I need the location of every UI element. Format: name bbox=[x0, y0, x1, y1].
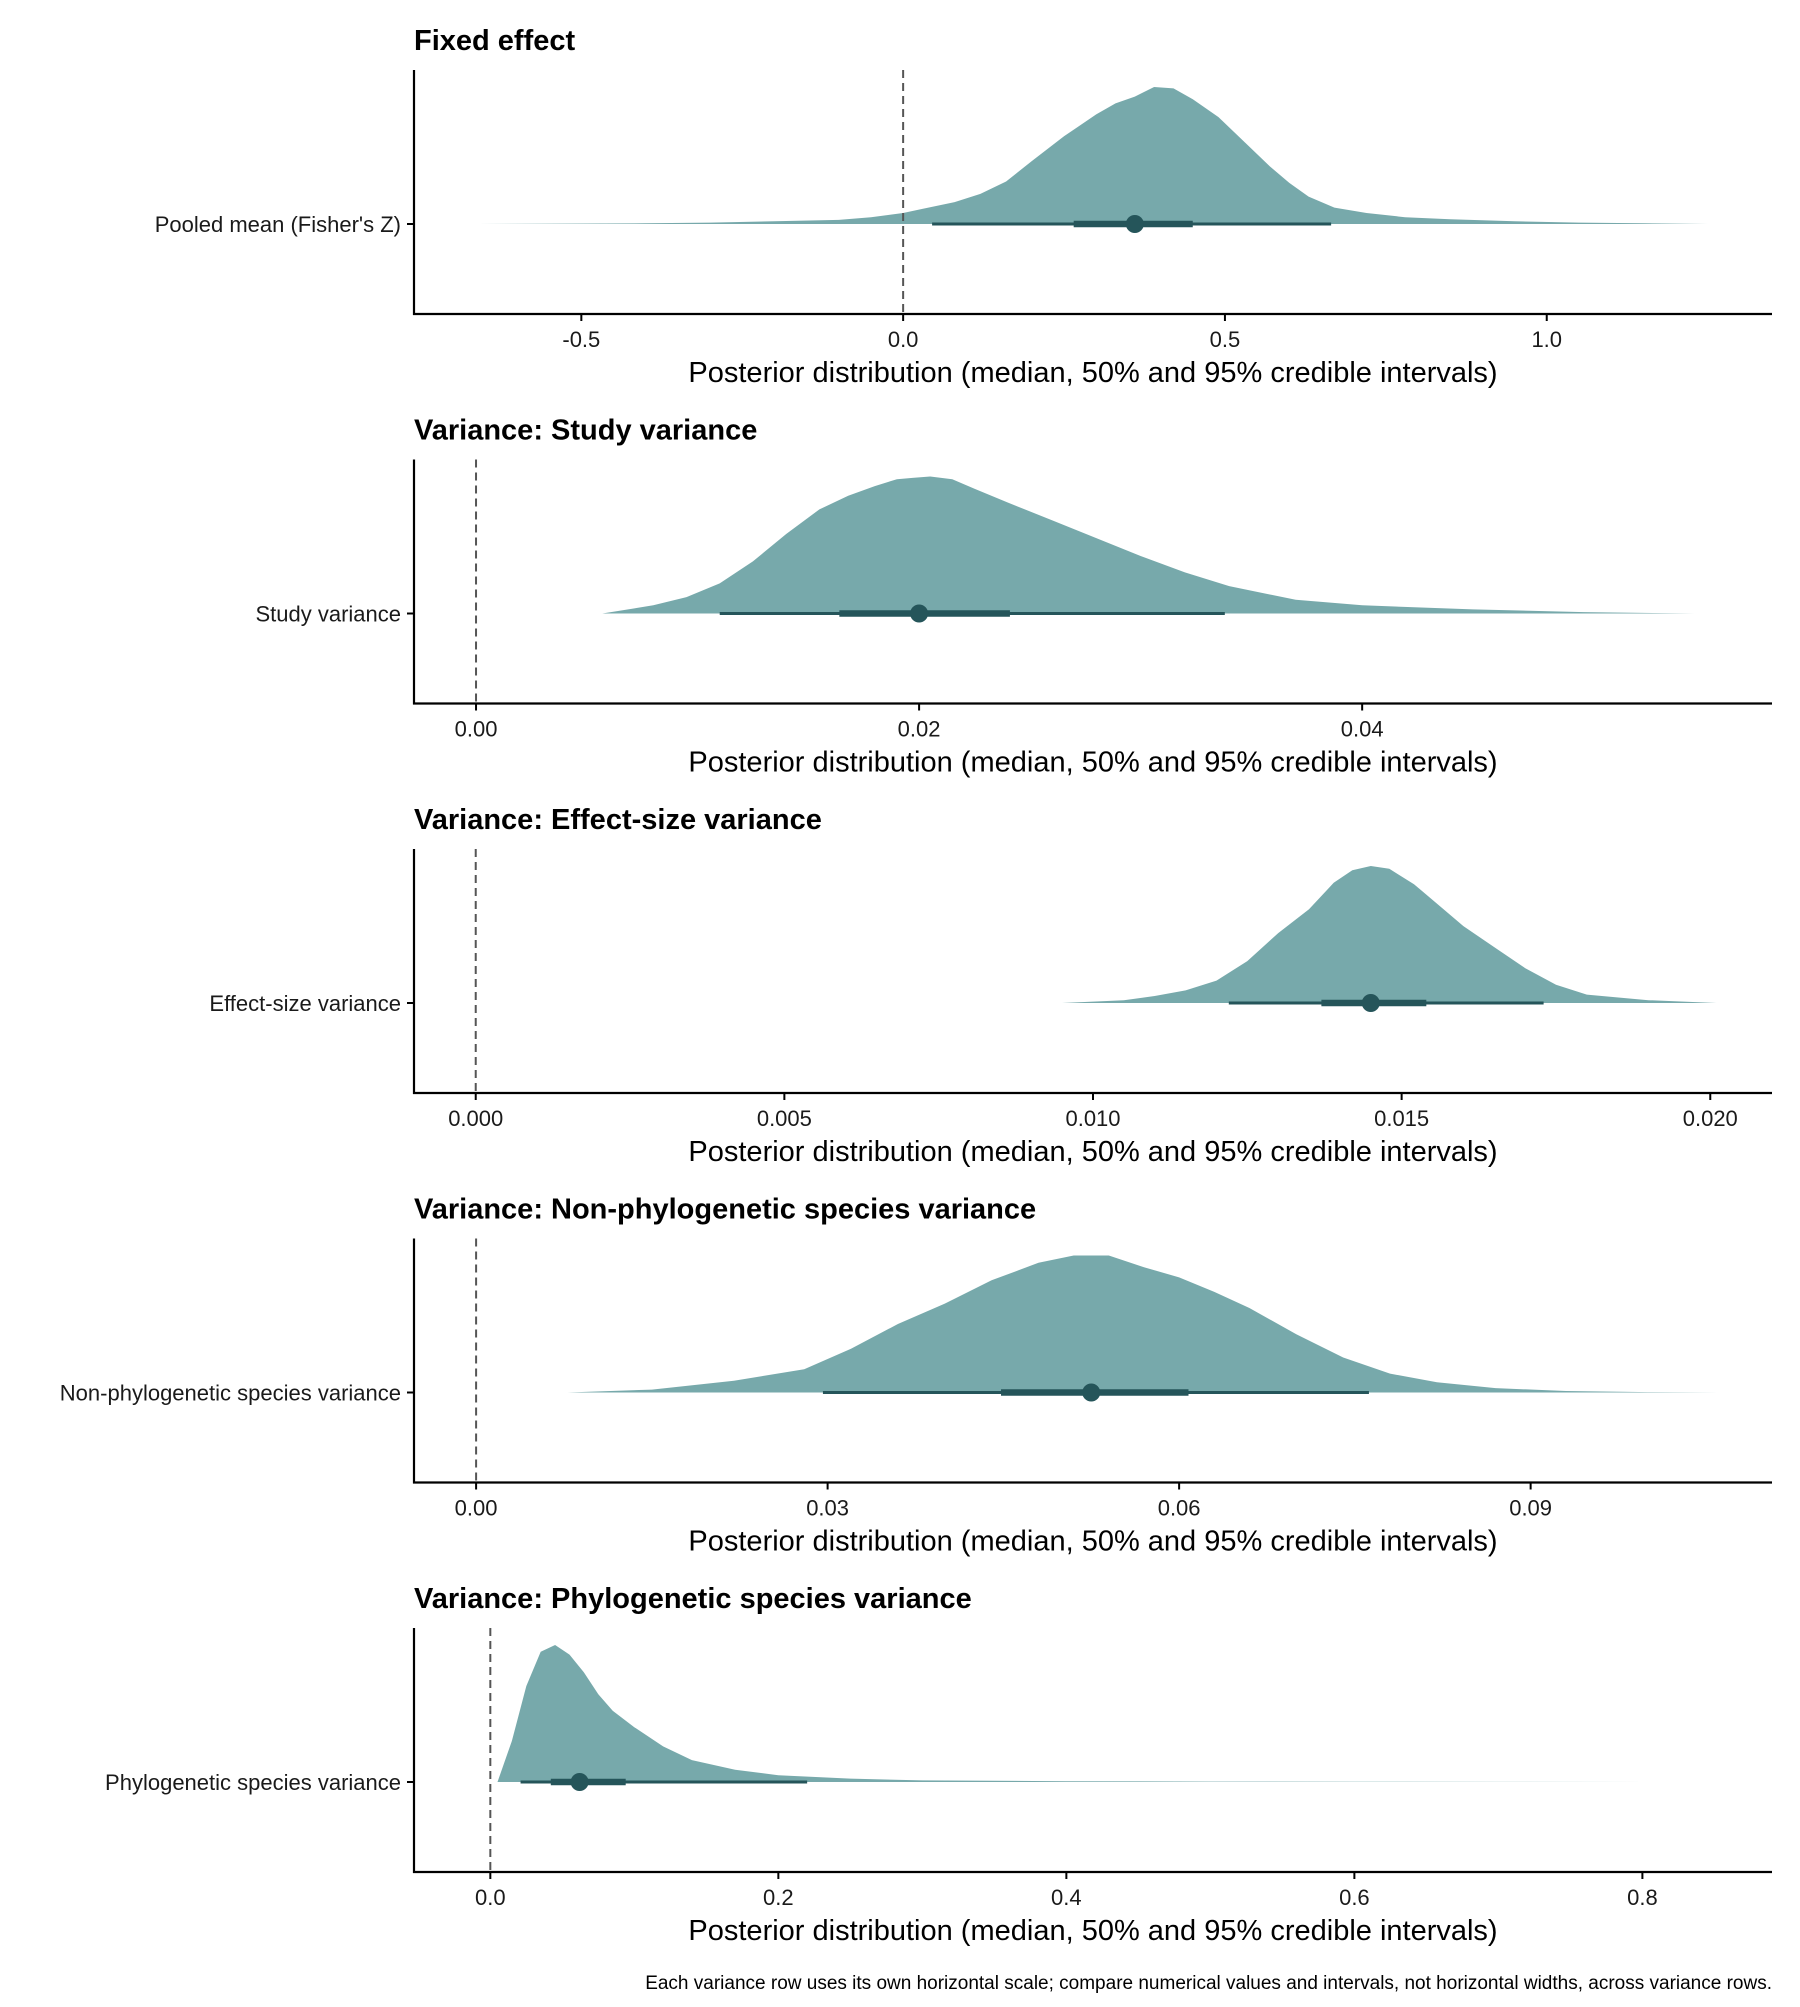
panel-1: Variance: Study variance Study variance 0.… bbox=[255, 415, 1772, 779]
x-tick-label: 0.00 bbox=[455, 1496, 498, 1521]
x-axis-title: Posterior distribution (median, 50% and … bbox=[688, 1915, 1497, 1947]
density-area bbox=[602, 476, 1695, 614]
row-label: Effect-size variance bbox=[209, 991, 401, 1016]
x-tick-label: 0.005 bbox=[757, 1106, 812, 1131]
density-area bbox=[1062, 866, 1717, 1003]
x-tick-label: 0.03 bbox=[806, 1496, 849, 1521]
median-point bbox=[570, 1773, 589, 1791]
median-point bbox=[1361, 994, 1380, 1012]
panel-title: Variance: Non-phylogenetic species varia… bbox=[414, 1194, 1036, 1226]
x-axis-title: Posterior distribution (median, 50% and … bbox=[688, 747, 1497, 779]
x-tick-label: 0.6 bbox=[1339, 1885, 1370, 1910]
density-area bbox=[567, 1255, 1719, 1393]
x-tick-label: -0.5 bbox=[562, 327, 600, 352]
median-point bbox=[1082, 1383, 1101, 1402]
x-tick-label: 0.09 bbox=[1509, 1496, 1552, 1521]
density-area bbox=[497, 1645, 1715, 1782]
x-tick-label: 0.020 bbox=[1683, 1106, 1738, 1131]
x-axis-title: Posterior distribution (median, 50% and … bbox=[688, 1526, 1497, 1558]
panel-3: Variance: Non-phylogenetic species varia… bbox=[60, 1194, 1772, 1558]
x-tick-label: 0.000 bbox=[448, 1106, 503, 1131]
x-axis-title: Posterior distribution (median, 50% and … bbox=[688, 357, 1497, 389]
figure-caption: Each variance row uses its own horizonta… bbox=[645, 1973, 1772, 1994]
x-tick-label: 0.06 bbox=[1158, 1496, 1201, 1521]
x-tick-label: 0.5 bbox=[1210, 327, 1241, 352]
panel-title: Fixed effect bbox=[414, 25, 575, 57]
median-point bbox=[910, 604, 929, 623]
panel-4: Variance: Phylogenetic species variance P… bbox=[105, 1583, 1772, 1947]
x-tick-label: 0.04 bbox=[1341, 717, 1384, 742]
x-tick-label: 0.0 bbox=[888, 327, 919, 352]
x-tick-label: 0.00 bbox=[455, 717, 498, 742]
x-tick-label: 0.0 bbox=[475, 1885, 506, 1910]
row-label: Pooled mean (Fisher's Z) bbox=[155, 212, 401, 237]
panel-2: Variance: Effect-size variance Effect-siz… bbox=[209, 804, 1772, 1168]
x-tick-label: 0.2 bbox=[763, 1885, 794, 1910]
median-point bbox=[1125, 215, 1144, 233]
panel-title: Variance: Study variance bbox=[414, 415, 757, 447]
x-tick-label: 0.4 bbox=[1051, 1885, 1082, 1910]
panel-title: Variance: Effect-size variance bbox=[414, 804, 822, 836]
x-tick-label: 0.02 bbox=[898, 717, 941, 742]
panel-0: Fixed effect Pooled mean (Fisher's Z) -0.5… bbox=[155, 25, 1772, 389]
row-label: Study variance bbox=[255, 602, 401, 627]
row-label: Phylogenetic species variance bbox=[105, 1770, 401, 1795]
x-tick-label: 1.0 bbox=[1531, 327, 1562, 352]
panel-title: Variance: Phylogenetic species variance bbox=[414, 1583, 972, 1615]
x-tick-label: 0.8 bbox=[1627, 1885, 1658, 1910]
x-tick-label: 0.010 bbox=[1065, 1106, 1120, 1131]
density-area bbox=[478, 87, 1708, 224]
x-axis-title: Posterior distribution (median, 50% and … bbox=[688, 1136, 1497, 1168]
x-tick-label: 0.015 bbox=[1374, 1106, 1429, 1131]
row-label: Non-phylogenetic species variance bbox=[60, 1381, 401, 1406]
